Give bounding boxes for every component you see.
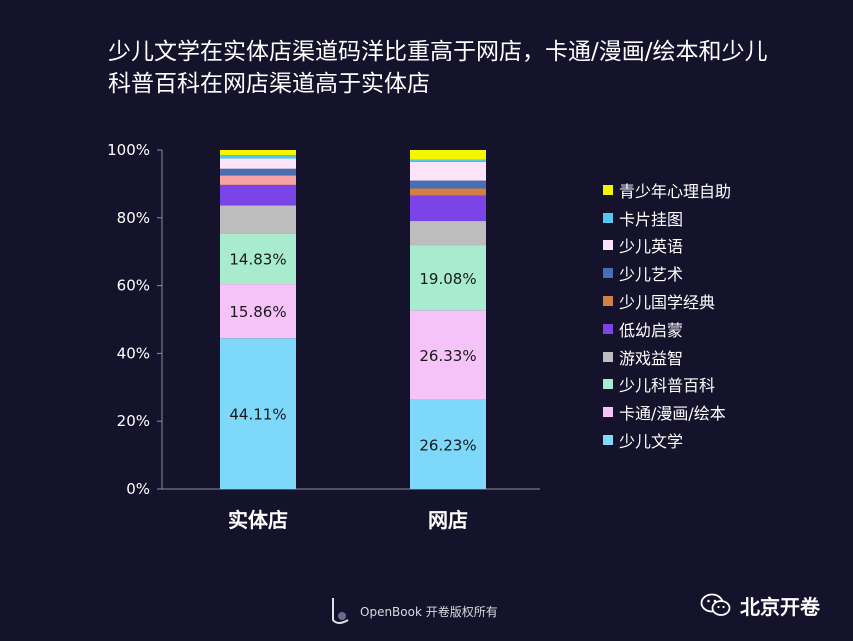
bar-segment: [410, 188, 486, 196]
watermark-text: 北京开卷: [740, 594, 820, 619]
legend-swatch: [603, 240, 613, 251]
y-tick-label: 100%: [107, 141, 150, 159]
legend-label: 卡通/漫画/绘本: [619, 404, 726, 424]
bar-segment: [220, 158, 296, 169]
data-label: 26.33%: [419, 347, 476, 365]
bar-segment: [220, 184, 296, 206]
x-tick-label: 实体店: [228, 508, 288, 532]
bar-segment: [410, 195, 486, 222]
legend-label: 卡片挂图: [619, 209, 684, 229]
bar-segment: [410, 150, 486, 160]
bar-segment: [220, 150, 296, 156]
chart-legend: 青少年心理自助 卡片挂图少儿英语少儿艺术少儿国学经典 低幼启蒙游戏益智少儿科普百科卡…: [603, 176, 731, 454]
legend-swatch: [603, 212, 613, 223]
legend-swatch: [603, 268, 613, 279]
bar-segment: [220, 284, 296, 339]
legend-swatch: [603, 184, 613, 195]
legend-item: 卡通/漫画/绘本: [603, 398, 731, 426]
legend-swatch: [603, 435, 613, 446]
legend-item: 少儿英语: [603, 232, 731, 260]
bar-segment: [410, 221, 486, 246]
legend-swatch: [603, 407, 613, 418]
legend-label: 少儿科普百科: [619, 376, 716, 396]
y-tick-label: 0%: [126, 480, 150, 498]
legend-item: 少儿文学: [603, 426, 731, 454]
data-label: 26.23%: [419, 436, 476, 454]
legend-item: 低幼启蒙: [603, 315, 731, 343]
legend-item: 少儿国学经典: [603, 287, 731, 315]
legend-swatch: [603, 323, 613, 334]
legend-item: 卡片挂图: [603, 204, 731, 232]
legend-label: 少儿英语: [619, 237, 684, 257]
legend-label: 青少年心理自助: [619, 181, 732, 201]
bar-segment: [220, 233, 296, 285]
bar-segment: [220, 338, 296, 489]
legend-swatch: [603, 351, 613, 362]
footer-text: OpenBook 开卷版权所有: [360, 604, 498, 619]
data-label: 14.83%: [229, 251, 286, 269]
wechat-icon: [700, 593, 731, 616]
legend-item: 青少年心理自助: [603, 176, 731, 204]
y-tick-label: 80%: [117, 209, 150, 227]
data-label: 44.11%: [229, 406, 286, 424]
x-tick-label: 网店: [428, 508, 468, 532]
legend-label: 少儿文学: [619, 432, 684, 452]
bar-segment: [410, 310, 486, 400]
legend-label: 少儿国学经典: [619, 293, 716, 313]
bar-segment: [220, 155, 296, 159]
data-label: 15.86%: [229, 303, 286, 321]
y-tick-label: 40%: [117, 344, 150, 362]
bar-segment: [410, 161, 486, 181]
openbook-logo-icon: [332, 598, 349, 624]
chart-title: 少儿文学在实体店渠道码洋比重高于网店，卡通/漫画/绘本和少儿 科普百科在网店渠道…: [108, 36, 808, 100]
y-tick-label: 60%: [117, 277, 150, 295]
bar-segment: [220, 174, 296, 176]
data-label: 19.08%: [419, 270, 476, 288]
wechat-watermark: 北京开卷: [700, 590, 820, 620]
bar-segment: [410, 399, 486, 489]
y-tick-label: 20%: [117, 412, 150, 430]
bar-segment: [220, 205, 296, 234]
chart-title-line1: 少儿文学在实体店渠道码洋比重高于网店，卡通/漫画/绘本和少儿: [108, 39, 768, 65]
bar-segment: [410, 180, 486, 189]
bar-segment: [220, 168, 296, 175]
bar-segment: [410, 245, 486, 311]
legend-label: 游戏益智: [619, 348, 684, 368]
chart-title-line2: 科普百科在网店渠道高于实体店: [108, 71, 430, 97]
legend-label: 少儿艺术: [619, 265, 684, 285]
legend-item: 游戏益智: [603, 343, 731, 371]
legend-label: 低幼启蒙: [619, 320, 684, 340]
bar-segment: [410, 159, 486, 162]
footer-credit: OpenBook 开卷版权所有: [330, 596, 498, 626]
legend-item: 少儿科普百科: [603, 371, 731, 399]
legend-swatch: [603, 379, 613, 390]
legend-swatch: [603, 296, 613, 307]
bar-segment: [220, 175, 296, 185]
legend-item: 少儿艺术: [603, 259, 731, 287]
